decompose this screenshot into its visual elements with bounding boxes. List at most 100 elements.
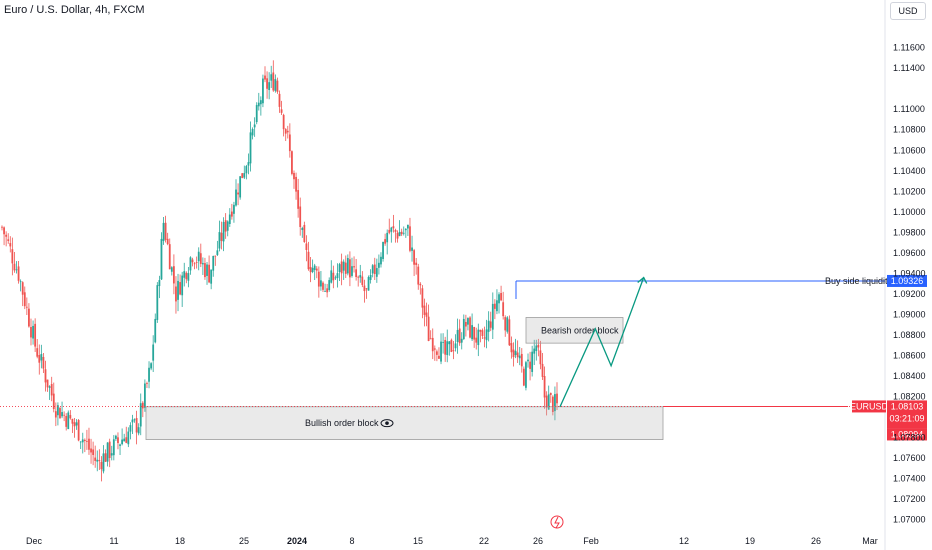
candle-body (320, 280, 322, 287)
candle-body (282, 114, 285, 130)
candle-body (332, 272, 335, 281)
candle-body (110, 453, 113, 456)
eye-icon[interactable] (380, 419, 394, 428)
candle-body (52, 393, 55, 410)
candle-body (46, 379, 49, 388)
y-tick-label: 1.07800 (893, 433, 926, 443)
candle-body (88, 438, 90, 450)
currency-button[interactable]: USD (890, 2, 926, 20)
candle-body (38, 355, 41, 363)
y-tick-label: 1.09600 (893, 248, 926, 258)
candle-body (541, 363, 544, 377)
candle-body (73, 422, 76, 427)
candle-body (28, 308, 30, 327)
candle-body (183, 271, 186, 278)
candle-body (63, 414, 66, 416)
candle-body (133, 419, 136, 421)
y-tick-label: 1.07200 (893, 494, 926, 504)
symbol-tag[interactable] (852, 400, 886, 413)
y-tick-label: 1.08400 (893, 371, 926, 381)
candle-body (514, 350, 517, 356)
candle-body (280, 109, 283, 113)
candle-body (313, 265, 316, 270)
y-tick-label: 1.11400 (893, 63, 925, 73)
candle-body (477, 329, 480, 346)
candle-body (365, 288, 368, 290)
y-tick-label: 1.10000 (893, 207, 926, 217)
candle-body (301, 227, 304, 231)
candle-body (551, 396, 554, 413)
x-tick-label: 18 (175, 536, 185, 546)
candle-body (355, 269, 358, 277)
candle-body (34, 323, 37, 347)
candle-body (187, 273, 190, 281)
candle-body (48, 386, 51, 388)
candle-body (139, 403, 142, 427)
lightning-icon[interactable] (550, 515, 564, 529)
candle-body (206, 264, 208, 276)
candle-body (456, 330, 459, 342)
candle-body (69, 415, 72, 419)
price-axis[interactable]: 1.11600 1.11400 1.11000 1.10800 1.10600 1.104… (893, 43, 926, 525)
candle-body (473, 326, 476, 340)
countdown-tag-text: 03:21:09 (889, 413, 924, 423)
x-tick-label: 26 (533, 536, 543, 546)
time-axis[interactable]: Dec 11 18 25 2024 8 15 22 26 Feb 12 19 26 Mar (26, 536, 878, 546)
candle-body (90, 448, 92, 453)
candles-group (1, 60, 558, 482)
candle-body (127, 431, 130, 445)
candle-body (554, 394, 556, 412)
y-tick-label: 1.11600 (893, 43, 925, 53)
candle-body (336, 273, 339, 279)
y-tick-label: 1.09400 (893, 268, 926, 278)
candle-body (479, 329, 482, 332)
candle-body (106, 442, 109, 462)
candle-body (467, 318, 469, 325)
candle-body (30, 327, 32, 338)
buy-side-price-tag (887, 274, 927, 287)
bullish-order-block[interactable] (145, 406, 664, 440)
candle-body (409, 226, 411, 251)
candle-body (417, 266, 420, 285)
y-tick-label: 1.08800 (893, 330, 926, 340)
candle-body (471, 325, 473, 340)
candle-body (421, 288, 424, 308)
candle-body (299, 206, 302, 227)
eye-icon-outline (380, 419, 394, 428)
x-tick-label: Mar (862, 536, 878, 546)
candle-body (291, 151, 293, 174)
candle-body (121, 439, 124, 445)
candle-body (264, 75, 266, 80)
candle-body (249, 132, 252, 164)
x-tick-label: 12 (679, 536, 689, 546)
candle-body (522, 368, 525, 386)
candle-body (57, 405, 59, 416)
candle-body (297, 190, 300, 209)
candle-body (508, 319, 511, 346)
x-tick-label: Dec (26, 536, 43, 546)
candle-body (17, 266, 20, 281)
candle-body (230, 211, 233, 217)
x-tick-label: 19 (745, 536, 755, 546)
candle-body (156, 285, 159, 320)
bearish-order-block[interactable] (525, 317, 624, 344)
candle-body (340, 261, 343, 274)
candle-body (222, 221, 225, 242)
candle-body (218, 232, 221, 249)
candle-body (131, 419, 134, 423)
candle-body (1, 226, 3, 228)
candle-body (444, 339, 447, 355)
projected-path[interactable] (559, 277, 645, 408)
candle-body (533, 348, 536, 354)
candle-body (440, 341, 442, 362)
candle-body (315, 268, 318, 271)
candle-body (402, 232, 405, 234)
y-tick-label: 1.10400 (893, 166, 926, 176)
candle-body (214, 255, 217, 257)
candle-body (284, 129, 287, 134)
x-tick-label: 8 (349, 536, 354, 546)
candle-body (286, 130, 289, 133)
candle-body (369, 274, 372, 280)
candle-body (262, 78, 264, 104)
